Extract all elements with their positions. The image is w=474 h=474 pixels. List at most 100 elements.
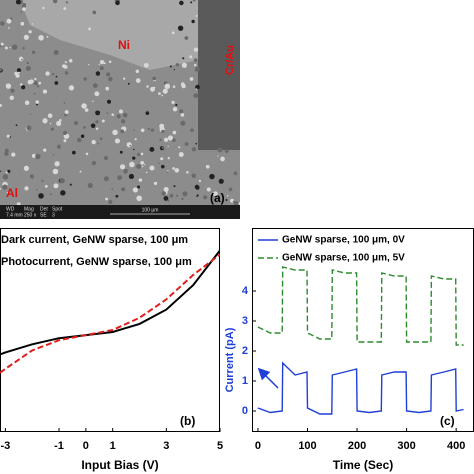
speckle — [0, 187, 2, 190]
speckle — [149, 146, 155, 152]
speckle — [64, 71, 69, 75]
speckle — [161, 164, 165, 169]
speckle — [33, 92, 36, 95]
speckle — [123, 168, 128, 174]
speckle — [196, 194, 199, 197]
info-bar — [0, 205, 240, 219]
speckle — [179, 0, 184, 6]
speckle — [94, 91, 100, 97]
speckle — [0, 104, 2, 107]
speckle — [36, 103, 38, 106]
speckle — [35, 153, 41, 160]
speckle — [54, 81, 59, 85]
speckle — [146, 85, 149, 88]
speckle — [85, 152, 89, 156]
speckle — [176, 194, 179, 197]
speckle — [36, 85, 40, 88]
speckle — [119, 109, 123, 114]
speckle — [73, 121, 78, 126]
x-tick-label: 3 — [163, 440, 169, 452]
speckle — [38, 81, 42, 85]
speckle — [15, 124, 18, 126]
speckle — [111, 188, 114, 190]
speckle — [135, 69, 140, 74]
panel-label: (a) — [210, 191, 225, 205]
speckle — [169, 193, 174, 198]
speckle — [181, 197, 184, 201]
legend-label: Photocurrent, GeNW sparse, 100 μm — [1, 256, 192, 268]
speckle — [83, 126, 86, 129]
speckle — [190, 128, 194, 132]
speckle — [190, 1, 193, 4]
speckle — [175, 63, 179, 67]
speckle — [5, 83, 12, 89]
speckle — [59, 178, 65, 184]
speckle — [135, 78, 141, 83]
speckle — [106, 112, 109, 114]
speckle — [130, 165, 133, 167]
speckle — [97, 142, 100, 145]
speckle — [52, 154, 55, 156]
speckle — [63, 7, 67, 10]
speckle — [4, 151, 9, 156]
speckle — [46, 35, 49, 38]
speckle — [30, 174, 34, 179]
speckle — [164, 83, 171, 90]
speckle — [150, 128, 155, 132]
speckle — [133, 129, 136, 131]
series-line — [257, 361, 464, 415]
speckle — [31, 23, 34, 25]
speckle — [0, 170, 2, 173]
speckle — [172, 85, 176, 88]
speckle — [20, 21, 25, 26]
speckle — [20, 11, 23, 13]
speckle — [69, 183, 72, 186]
speckle — [65, 1, 69, 4]
speckle — [35, 100, 40, 104]
speckle — [129, 161, 135, 168]
speckle — [195, 142, 198, 145]
speckle — [98, 63, 100, 66]
speckle — [184, 36, 189, 40]
speckle — [103, 155, 109, 161]
speckle — [28, 30, 32, 34]
y-axis-label: Current (pA) — [224, 327, 236, 392]
speckle — [224, 149, 229, 153]
speckle — [105, 197, 109, 201]
speckle — [117, 175, 123, 181]
speckle — [119, 164, 126, 170]
speckle — [49, 122, 52, 125]
speckle — [101, 119, 105, 123]
info-head: WD — [6, 206, 15, 212]
arrow — [257, 367, 279, 389]
speckle — [192, 0, 196, 2]
speckle — [233, 171, 238, 176]
speckle — [4, 46, 8, 50]
x-tick-label: 400 — [447, 440, 465, 452]
sem-texture — [0, 0, 240, 205]
speckle — [172, 167, 175, 170]
panel-label: (b) — [180, 414, 195, 428]
speckle — [225, 198, 228, 202]
legend-label: Dark current, GeNW sparse, 100 μm — [1, 234, 188, 246]
speckle — [108, 76, 113, 82]
speckle — [180, 82, 185, 87]
speckle — [64, 113, 68, 117]
speckle — [91, 160, 96, 166]
speckle — [217, 147, 223, 153]
speckle — [228, 187, 233, 192]
speckle — [193, 93, 199, 99]
speckle — [64, 110, 69, 114]
x-tick-label: 0 — [83, 440, 89, 452]
info-bar-text: WD 7.4 mm Mag 250 x Det SE Spot 3 100 μm — [6, 206, 190, 218]
speckle — [95, 71, 101, 76]
speckle — [84, 108, 89, 112]
speckle — [191, 147, 197, 152]
speckle — [31, 153, 36, 158]
speckle — [6, 191, 9, 194]
speckle — [173, 185, 176, 188]
speckle — [193, 63, 197, 67]
x-tick-label: 1 — [110, 440, 116, 452]
speckle — [56, 144, 61, 149]
